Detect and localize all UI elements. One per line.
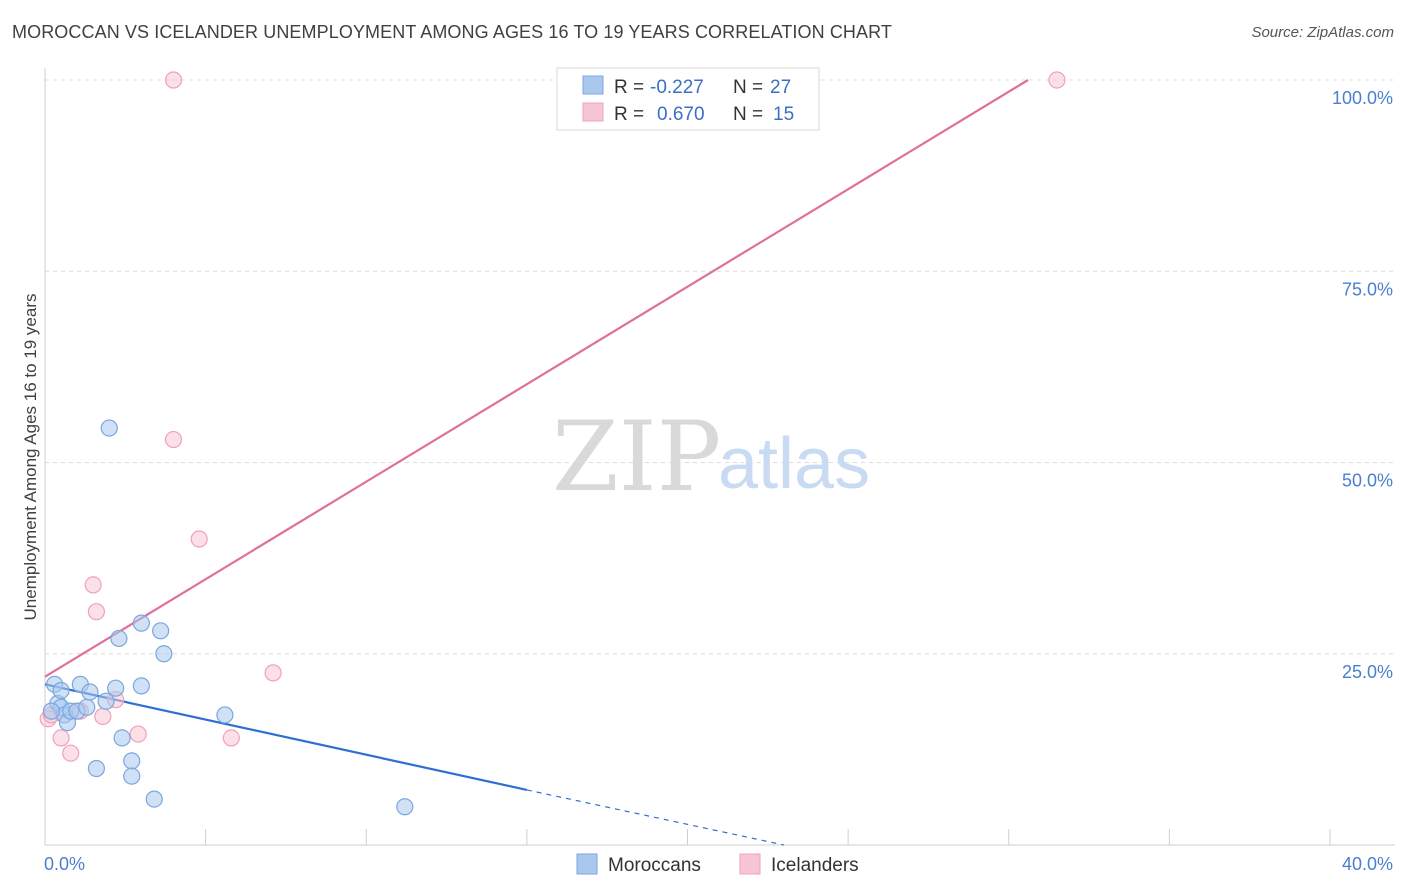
watermark-atlas: atlas xyxy=(718,424,870,504)
trendline-moroccans-extension xyxy=(526,789,785,846)
y-tick-label: 25.0% xyxy=(1342,662,1393,682)
grid-lines xyxy=(45,79,1395,655)
point-icelanders xyxy=(94,707,112,726)
correlation-legend: R = -0.227 N = 27 R = 0.670 N = 15 xyxy=(556,67,820,131)
point-icelanders xyxy=(222,729,240,747)
bottom-legend-swatch-moroccans xyxy=(576,853,598,875)
trendline-icelanders xyxy=(44,79,1029,678)
data-points xyxy=(39,71,1066,816)
chart-title: MOROCCAN VS ICELANDER UNEMPLOYMENT AMONG… xyxy=(12,22,893,42)
point-icelanders xyxy=(87,603,106,621)
point-moroccans xyxy=(123,767,141,785)
watermark-zip: ZIP xyxy=(552,401,721,513)
trendlines xyxy=(44,79,1029,846)
legend-swatch-moroccans xyxy=(582,75,604,95)
point-icelanders xyxy=(84,576,102,594)
watermark: ZIP atlas xyxy=(552,401,870,513)
y-tick-label: 75.0% xyxy=(1342,279,1393,299)
legend-n-label: N = xyxy=(733,77,763,98)
legend-r-label: R = xyxy=(614,104,644,125)
legend-r-label: R = xyxy=(614,77,644,98)
point-icelanders xyxy=(164,71,183,89)
legend-r-value-icelanders: 0.670 xyxy=(657,104,705,125)
point-moroccans xyxy=(97,692,115,710)
point-icelanders xyxy=(52,729,70,747)
bottom-legend-swatch-icelanders xyxy=(739,853,761,875)
point-icelanders xyxy=(129,725,147,743)
point-moroccans xyxy=(132,614,150,632)
point-moroccans xyxy=(81,683,99,701)
point-icelanders xyxy=(190,530,208,548)
legend-n-value-moroccans: 27 xyxy=(770,77,791,98)
bottom-legend-label-icelanders: Icelanders xyxy=(771,855,859,876)
x-tick-label: 0.0% xyxy=(44,854,85,874)
point-moroccans xyxy=(107,679,125,697)
point-moroccans xyxy=(78,698,96,716)
legend-n-label: N = xyxy=(733,104,763,125)
point-icelanders xyxy=(1048,71,1066,89)
tick-labels: 25.0% 50.0% 75.0% 100.0% 0.0% 40.0% xyxy=(44,88,1393,874)
point-moroccans xyxy=(42,702,61,720)
x-tick-label: 40.0% xyxy=(1342,854,1393,874)
point-moroccans xyxy=(155,645,173,663)
point-moroccans xyxy=(216,706,234,724)
point-moroccans xyxy=(110,629,128,648)
point-moroccans xyxy=(152,622,170,640)
bottom-legend-label-moroccans: Moroccans xyxy=(608,855,701,876)
point-moroccans xyxy=(396,798,414,816)
y-tick-label: 50.0% xyxy=(1342,471,1393,491)
point-moroccans xyxy=(145,790,163,808)
source-label: Source: ZipAtlas.com xyxy=(1251,24,1394,41)
point-icelanders xyxy=(164,430,183,449)
point-moroccans xyxy=(132,677,150,695)
point-moroccans xyxy=(113,729,131,747)
trendline-moroccans xyxy=(44,683,528,791)
point-moroccans xyxy=(123,752,141,770)
legend-n-value-icelanders: 15 xyxy=(773,104,794,125)
y-tick-label: 100.0% xyxy=(1332,88,1393,108)
point-icelanders xyxy=(62,744,80,762)
legend-swatch-icelanders xyxy=(582,102,604,122)
point-icelanders xyxy=(264,664,282,682)
point-moroccans xyxy=(87,759,106,778)
legend-r-value-moroccans: -0.227 xyxy=(650,77,704,98)
series-legend: Moroccans Icelanders xyxy=(576,853,859,876)
point-moroccans xyxy=(100,419,118,437)
point-moroccans xyxy=(52,681,70,700)
y-axis-title: Unemployment Among Ages 16 to 19 years xyxy=(21,294,40,621)
